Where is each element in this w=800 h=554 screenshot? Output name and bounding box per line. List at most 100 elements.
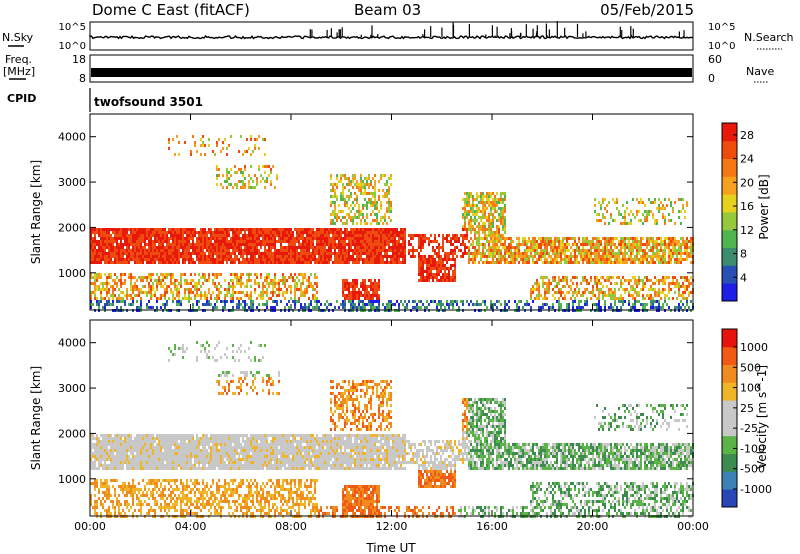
- heatmap-cell: [190, 288, 192, 291]
- heatmap-cell: [646, 240, 648, 243]
- heatmap-cell: [274, 237, 276, 240]
- heatmap-cell: [162, 276, 164, 279]
- heatmap-cell: [218, 261, 220, 264]
- heatmap-cell: [324, 243, 326, 246]
- heatmap-cell: [424, 306, 426, 309]
- heatmap-cell: [438, 258, 440, 261]
- heatmap-cell: [376, 231, 378, 234]
- heatmap-cell: [464, 192, 466, 195]
- heatmap-cell: [346, 213, 348, 216]
- heatmap-cell: [626, 243, 628, 246]
- heatmap-cell: [192, 231, 194, 234]
- heatmap-cell: [236, 297, 238, 300]
- heatmap-cell: [338, 204, 340, 207]
- heatmap-cell: [214, 282, 216, 285]
- heatmap-cell: [572, 282, 574, 285]
- heatmap-cell: [504, 228, 506, 231]
- heatmap-cell: [542, 252, 544, 255]
- heatmap-cell: [224, 303, 226, 306]
- heatmap-cell: [482, 213, 484, 216]
- heatmap-cell: [260, 243, 262, 246]
- heatmap-cell: [466, 234, 468, 237]
- heatmap-cell: [246, 243, 248, 246]
- heatmap-cell: [466, 213, 468, 216]
- heatmap-cell: [504, 252, 506, 255]
- heatmap-cell: [254, 252, 256, 255]
- heatmap-cell: [334, 210, 336, 213]
- heatmap-cell: [378, 231, 380, 234]
- heatmap-cell: [574, 297, 576, 300]
- heatmap-cell: [472, 246, 474, 249]
- heatmap-cell: [146, 252, 148, 255]
- nave-label: Nave: [746, 65, 774, 78]
- heatmap-cell: [362, 216, 364, 219]
- heatmap-cell: [216, 177, 218, 180]
- heatmap-cell: [264, 291, 266, 294]
- heatmap-cell: [240, 243, 242, 246]
- heatmap-cell: [490, 234, 492, 237]
- heatmap-cell: [434, 273, 436, 276]
- heatmap-cell: [656, 249, 658, 252]
- heatmap-cell: [114, 240, 116, 243]
- heatmap-cell: [162, 255, 164, 258]
- heatmap-cell: [354, 258, 356, 261]
- heatmap-cell: [264, 279, 266, 282]
- heatmap-cell: [384, 216, 386, 219]
- heatmap-cell: [190, 273, 192, 276]
- heatmap-cell: [220, 243, 222, 246]
- heatmap-cell: [208, 240, 210, 243]
- heatmap-cell: [492, 213, 494, 216]
- heatmap-cell: [582, 243, 584, 246]
- heatmap-cell: [450, 243, 452, 246]
- heatmap-cell: [196, 303, 198, 306]
- heatmap-cell: [534, 249, 536, 252]
- heatmap-cell: [422, 255, 424, 258]
- heatmap-cell: [530, 240, 532, 243]
- heatmap-cell: [568, 291, 570, 294]
- heatmap-cell: [302, 258, 304, 261]
- heatmap-cell: [236, 186, 238, 189]
- heatmap-cell: [472, 198, 474, 201]
- heatmap-cell: [168, 249, 170, 252]
- heatmap-cell: [604, 303, 606, 306]
- heatmap-cell: [96, 258, 98, 261]
- heatmap-cell: [216, 300, 218, 303]
- heatmap-cell: [260, 291, 262, 294]
- heatmap-cell: [374, 192, 376, 195]
- heatmap-cell: [354, 216, 356, 219]
- heatmap-cell: [354, 282, 356, 285]
- heatmap-cell: [302, 246, 304, 249]
- heatmap-cell: [522, 306, 524, 309]
- heatmap-cell: [290, 240, 292, 243]
- heatmap-cell: [334, 231, 336, 234]
- heatmap-cell: [204, 252, 206, 255]
- heatmap-cell: [382, 303, 384, 306]
- heatmap-cell: [340, 240, 342, 243]
- heatmap-cell: [258, 282, 260, 285]
- heatmap-cell: [334, 201, 336, 204]
- heatmap-cell: [312, 234, 314, 237]
- heatmap-cell: [282, 228, 284, 231]
- heatmap-cell: [446, 258, 448, 261]
- heatmap-cell: [540, 306, 542, 309]
- heatmap-cell: [284, 246, 286, 249]
- heatmap-cell: [202, 261, 204, 264]
- heatmap-cell: [412, 237, 414, 240]
- heatmap-cell: [636, 237, 638, 240]
- heatmap-cell: [180, 255, 182, 258]
- heatmap-cell: [248, 273, 250, 276]
- heatmap-cell: [136, 243, 138, 246]
- heatmap-cell: [352, 291, 354, 294]
- heatmap-cell: [444, 279, 446, 282]
- heatmap-cell: [230, 228, 232, 231]
- heatmap-cell: [404, 228, 406, 231]
- heatmap-cell: [160, 294, 162, 297]
- heatmap-cell: [122, 255, 124, 258]
- heatmap-cell: [140, 246, 142, 249]
- heatmap-cell: [570, 297, 572, 300]
- heatmap-cell: [226, 168, 228, 171]
- heatmap-cell: [154, 261, 156, 264]
- heatmap-cell: [354, 228, 356, 231]
- heatmap-cell: [386, 183, 388, 186]
- heatmap-cell: [482, 222, 484, 225]
